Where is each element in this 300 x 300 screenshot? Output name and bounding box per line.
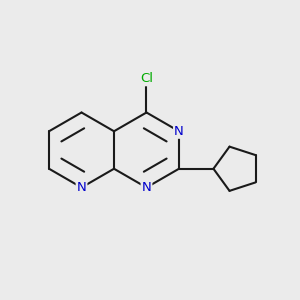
Text: N: N [76,181,86,194]
Text: N: N [142,181,152,194]
Text: N: N [174,125,184,138]
Text: Cl: Cl [140,72,153,85]
